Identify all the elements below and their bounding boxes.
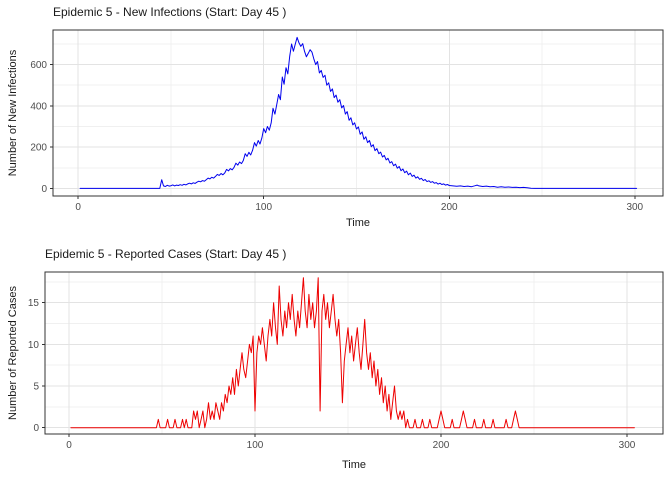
x-tick-label: 200 [433,440,450,451]
y-tick-label: 200 [30,143,47,154]
x-tick-label: 100 [255,202,272,213]
series-line-new_infections [79,36,638,189]
y-tick-label: 15 [28,298,40,309]
x-tick-label: 100 [247,440,264,451]
y-tick-label: 10 [28,340,40,351]
y-tick-label: 0 [33,423,39,434]
chart-title-new-infections: Epidemic 5 - New Infections (Start: Day … [53,5,287,19]
plot-area-new-infections: 0 100 200 300 0 200 400 600 [30,29,664,213]
series-line-reported_cases [70,277,635,429]
x-tick-label: 0 [75,202,81,213]
chart-title-reported-cases: Epidemic 5 - Reported Cases (Start: Day … [45,247,287,261]
panel-border [44,271,664,435]
plot-area-reported-cases: 0 100 200 300 0 5 10 15 [28,271,664,451]
y-tick-label: 400 [30,101,47,112]
x-tick-label: 0 [66,440,72,451]
y-tick-label: 0 [41,184,47,195]
panel-border [52,29,664,197]
x-tick-label: 300 [626,202,643,213]
y-tick-label: 600 [30,60,47,71]
x-tick-label: 300 [619,440,636,451]
x-tick-label: 200 [441,202,458,213]
x-axis-title-reported-cases: Time [341,459,367,471]
x-axis-title-new-infections: Time [345,217,371,229]
y-tick-label: 5 [33,382,39,393]
